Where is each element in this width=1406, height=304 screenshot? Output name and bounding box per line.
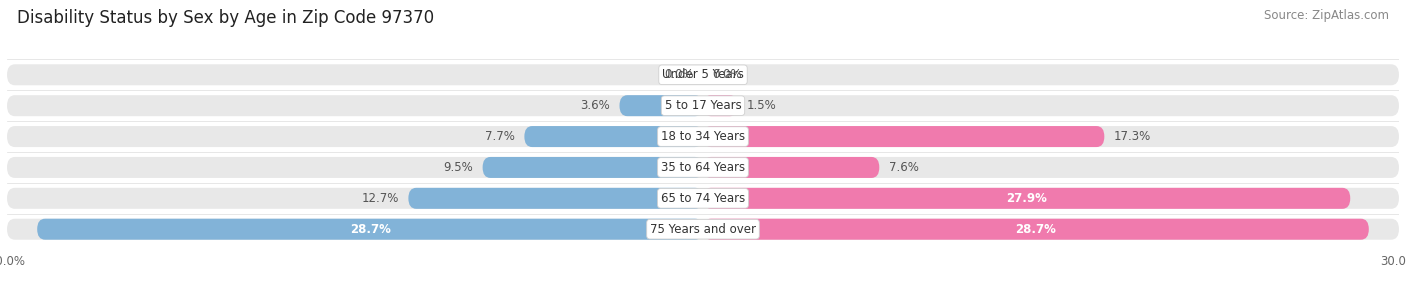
- Text: 28.7%: 28.7%: [350, 223, 391, 236]
- Text: 12.7%: 12.7%: [361, 192, 399, 205]
- Text: 17.3%: 17.3%: [1114, 130, 1152, 143]
- FancyBboxPatch shape: [703, 219, 1369, 240]
- FancyBboxPatch shape: [703, 157, 879, 178]
- Text: 0.0%: 0.0%: [664, 68, 693, 81]
- FancyBboxPatch shape: [7, 219, 1399, 240]
- Text: Disability Status by Sex by Age in Zip Code 97370: Disability Status by Sex by Age in Zip C…: [17, 9, 434, 27]
- FancyBboxPatch shape: [620, 95, 703, 116]
- Text: Source: ZipAtlas.com: Source: ZipAtlas.com: [1264, 9, 1389, 22]
- FancyBboxPatch shape: [408, 188, 703, 209]
- Legend: Male, Female: Male, Female: [641, 302, 765, 304]
- Text: 7.6%: 7.6%: [889, 161, 918, 174]
- Text: 18 to 34 Years: 18 to 34 Years: [661, 130, 745, 143]
- FancyBboxPatch shape: [524, 126, 703, 147]
- Text: 1.5%: 1.5%: [747, 99, 778, 112]
- FancyBboxPatch shape: [37, 219, 703, 240]
- FancyBboxPatch shape: [703, 95, 738, 116]
- Text: 65 to 74 Years: 65 to 74 Years: [661, 192, 745, 205]
- Text: 7.7%: 7.7%: [485, 130, 515, 143]
- FancyBboxPatch shape: [482, 157, 703, 178]
- Text: 27.9%: 27.9%: [1007, 192, 1047, 205]
- FancyBboxPatch shape: [7, 95, 1399, 116]
- Text: 3.6%: 3.6%: [581, 99, 610, 112]
- Text: 28.7%: 28.7%: [1015, 223, 1056, 236]
- Text: 75 Years and over: 75 Years and over: [650, 223, 756, 236]
- Text: 5 to 17 Years: 5 to 17 Years: [665, 99, 741, 112]
- FancyBboxPatch shape: [703, 188, 1350, 209]
- FancyBboxPatch shape: [7, 157, 1399, 178]
- FancyBboxPatch shape: [703, 126, 1104, 147]
- FancyBboxPatch shape: [7, 64, 1399, 85]
- Text: 9.5%: 9.5%: [443, 161, 474, 174]
- Text: 35 to 64 Years: 35 to 64 Years: [661, 161, 745, 174]
- FancyBboxPatch shape: [7, 188, 1399, 209]
- Text: Under 5 Years: Under 5 Years: [662, 68, 744, 81]
- Text: 0.0%: 0.0%: [713, 68, 742, 81]
- FancyBboxPatch shape: [7, 126, 1399, 147]
